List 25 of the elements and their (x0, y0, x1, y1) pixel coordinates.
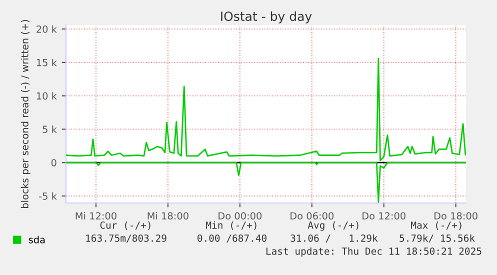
text: 163.75m/803.29 (86, 234, 166, 243)
text: 5.79k/ 15.56k (400, 234, 475, 243)
text: 31.06 / 1.29k (290, 234, 378, 243)
y-tick-label: 20 k (36, 25, 57, 33)
text: Min (-/+) (206, 221, 256, 230)
x-tick-label: Do 12:00 (362, 212, 406, 220)
y-tick-label: 0 (51, 159, 56, 166)
text: 0.00 /687.40 (198, 234, 266, 243)
y-tick-label: 5 k (42, 126, 57, 134)
line-series (66, 58, 466, 162)
legend-label: sda (28, 236, 45, 244)
text: Cur (-/+) (100, 221, 150, 230)
x-tick-label: Mi 12:00 (76, 212, 116, 220)
x-tick-label: Mi 18:00 (148, 212, 188, 220)
y-tick-label: 15 k (36, 58, 57, 66)
x-tick-label: Do 18:00 (434, 212, 478, 220)
y-tick-label: -5 k (39, 192, 57, 200)
text: Avg (-/+) (308, 221, 358, 231)
chart-title: IOstat - by day (221, 11, 312, 24)
text: Max (-/+) (411, 221, 462, 230)
y-tick-label: 10 k (36, 92, 57, 100)
text: Last update: Thu Dec 11 18:50:21 2025 (266, 247, 482, 257)
x-tick-label: Do 06:00 (290, 212, 334, 220)
x-tick-label: Do 00:00 (218, 212, 262, 220)
y-axis-title: blocks per second read (-) / written (+) (20, 20, 30, 208)
